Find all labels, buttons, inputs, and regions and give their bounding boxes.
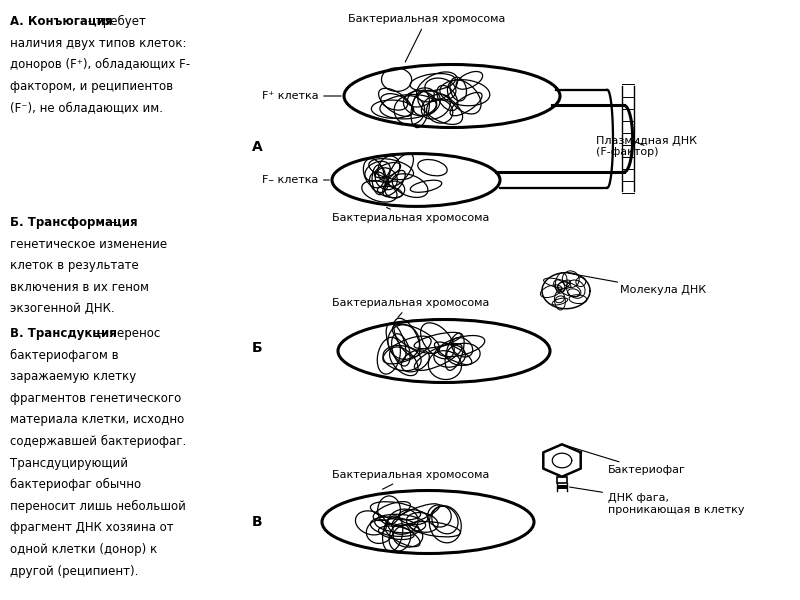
Text: Плазмидная ДНК
(F-фактор): Плазмидная ДНК (F-фактор) — [596, 136, 697, 157]
Bar — [557, 476, 567, 482]
Text: фрагментов генетического: фрагментов генетического — [10, 392, 181, 405]
Text: Бактериофаг: Бактериофаг — [565, 445, 686, 475]
Text: - требует: - требует — [85, 15, 146, 28]
Text: наличия двух типов клеток:: наличия двух типов клеток: — [10, 37, 186, 50]
Text: переносит лишь небольшой: переносит лишь небольшой — [10, 500, 186, 513]
Text: материала клетки, исходно: материала клетки, исходно — [10, 413, 184, 427]
Text: Бактериальная хромосома: Бактериальная хромосома — [348, 14, 506, 62]
Text: фрагмент ДНК хозяина от: фрагмент ДНК хозяина от — [10, 521, 174, 535]
Text: экзогенной ДНК.: экзогенной ДНК. — [10, 302, 114, 316]
Text: А: А — [252, 140, 262, 154]
Text: включения в их геном: включения в их геном — [10, 281, 149, 294]
Text: F⁺ клетка: F⁺ клетка — [262, 91, 342, 101]
Text: клеток в результате: клеток в результате — [10, 259, 138, 272]
Text: Б: Б — [252, 341, 262, 355]
Text: (F⁻), не обладающих им.: (F⁻), не обладающих им. — [10, 101, 162, 115]
Text: F– клетка: F– клетка — [262, 175, 330, 185]
Text: Б. Трансформация: Б. Трансформация — [10, 216, 138, 229]
Text: Трансдуцирующий: Трансдуцирующий — [10, 457, 128, 470]
Text: — перенос: — перенос — [90, 327, 161, 340]
Text: Бактериальная хромосома: Бактериальная хромосома — [332, 298, 490, 317]
Text: А. Конъюгация: А. Конъюгация — [10, 15, 112, 28]
Text: фактором, и реципиентов: фактором, и реципиентов — [10, 80, 173, 93]
Text: Бактериальная хромосома: Бактериальная хромосома — [332, 208, 490, 223]
Text: другой (реципиент).: другой (реципиент). — [10, 565, 138, 578]
Text: одной клетки (донор) к: одной клетки (донор) к — [10, 543, 157, 556]
Text: генетическое изменение: генетическое изменение — [10, 238, 166, 251]
Text: содержавшей бактериофаг.: содержавшей бактериофаг. — [10, 435, 186, 448]
Text: бактериофагом в: бактериофагом в — [10, 349, 118, 362]
Text: доноров (F⁺), обладающих F-: доноров (F⁺), обладающих F- — [10, 58, 190, 71]
Text: заражаемую клетку: заражаемую клетку — [10, 370, 136, 383]
Text: Бактериальная хромосома: Бактериальная хромосома — [332, 470, 490, 489]
Text: —: — — [102, 216, 118, 229]
Text: бактериофаг обычно: бактериофаг обычно — [10, 478, 141, 491]
Text: В: В — [252, 515, 262, 529]
Text: Молекула ДНК: Молекула ДНК — [569, 273, 706, 295]
Text: В. Трансдукция: В. Трансдукция — [10, 327, 117, 340]
Text: ДНК фага,
проникающая в клетку: ДНК фага, проникающая в клетку — [570, 487, 745, 515]
